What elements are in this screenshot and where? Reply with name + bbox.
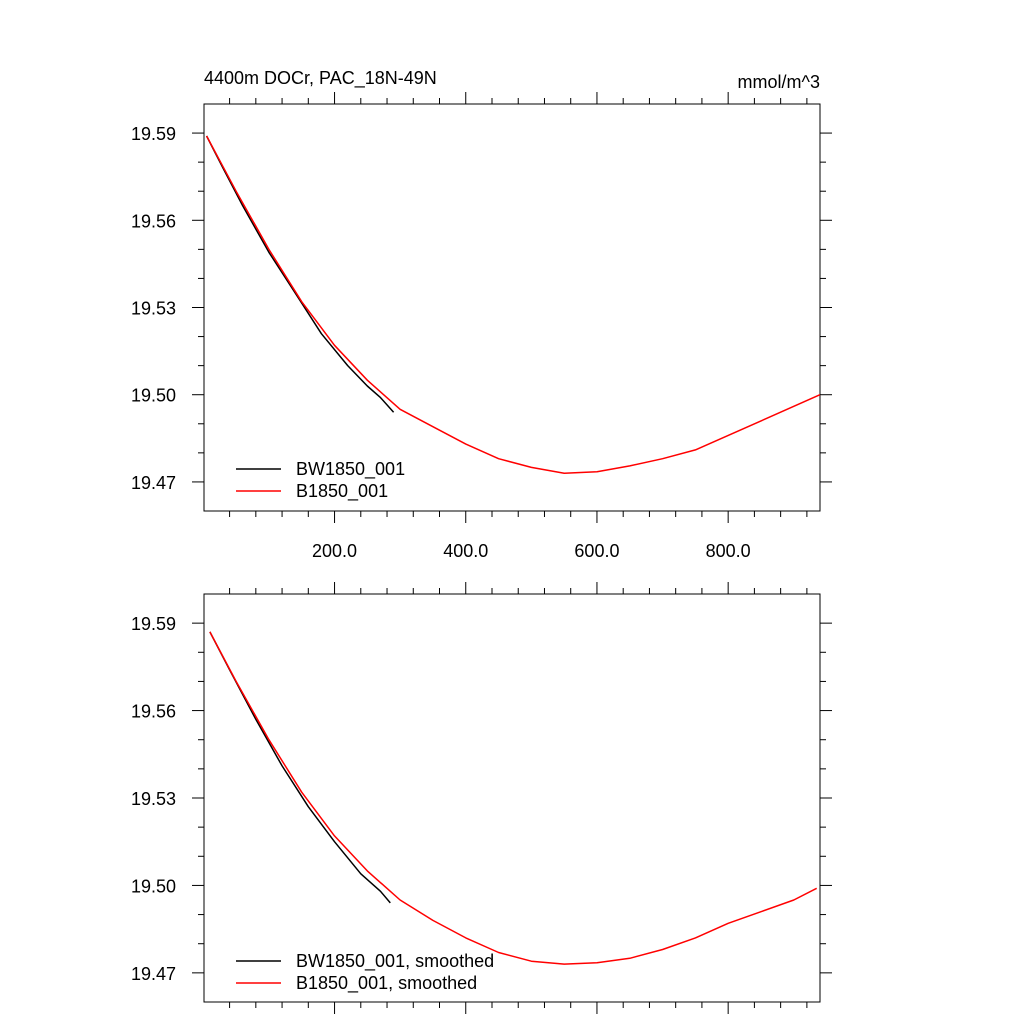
top-legend-label-0: BW1850_001 <box>296 459 405 480</box>
top-legend-label-1: B1850_001 <box>296 481 388 502</box>
top-x-tick-label: 200.0 <box>312 541 357 561</box>
bottom-y-tick-label: 19.53 <box>131 789 176 809</box>
top-x-tick-label: 600.0 <box>574 541 619 561</box>
bottom-y-tick-label: 19.56 <box>131 702 176 722</box>
top-x-tick-label: 800.0 <box>706 541 751 561</box>
top-legend: BW1850_001 B1850_001 <box>236 459 405 502</box>
bottom-series <box>209 631 818 965</box>
top-ticks: 200.0 400.0 600.0 800.0 19.47 19.50 19.53 19.56… <box>131 92 832 561</box>
top-title-right: mmol/m^3 <box>738 72 820 92</box>
bottom-legend-label-1: B1850_001, smoothed <box>296 973 477 994</box>
top-y-tick-label: 19.53 <box>131 299 176 319</box>
bottom-series-line-0 <box>209 631 391 904</box>
top-series-line-0 <box>205 135 395 413</box>
top-series <box>205 135 821 474</box>
bottom-ticks: 19.47 19.50 19.53 19.56 19.59 <box>131 582 832 1014</box>
top-panel: 4400m DOCr, PAC_18N-49N mmol/m^3 200.0 40… <box>131 68 832 561</box>
bottom-legend: BW1850_001, smoothed B1850_001, smoothed <box>236 951 494 994</box>
bottom-y-tick-label: 19.50 <box>131 876 176 896</box>
top-y-tick-label: 19.59 <box>131 124 176 144</box>
top-y-tick-label: 19.56 <box>131 211 176 231</box>
top-series-line-1 <box>205 135 821 474</box>
top-x-tick-label: 400.0 <box>443 541 488 561</box>
top-y-tick-label: 19.50 <box>131 386 176 406</box>
bottom-y-tick-label: 19.47 <box>131 964 176 984</box>
bottom-panel: 19.47 19.50 19.53 19.56 19.59 BW1850_001, sm… <box>131 582 832 1014</box>
top-y-tick-label: 19.47 <box>131 473 176 493</box>
top-plot-frame <box>203 103 821 512</box>
bottom-plot-frame <box>203 593 821 1003</box>
top-title-left: 4400m DOCr, PAC_18N-49N <box>204 68 437 89</box>
bottom-series-line-1 <box>209 631 818 965</box>
bottom-legend-label-0: BW1850_001, smoothed <box>296 951 494 972</box>
bottom-y-tick-label: 19.59 <box>131 614 176 634</box>
